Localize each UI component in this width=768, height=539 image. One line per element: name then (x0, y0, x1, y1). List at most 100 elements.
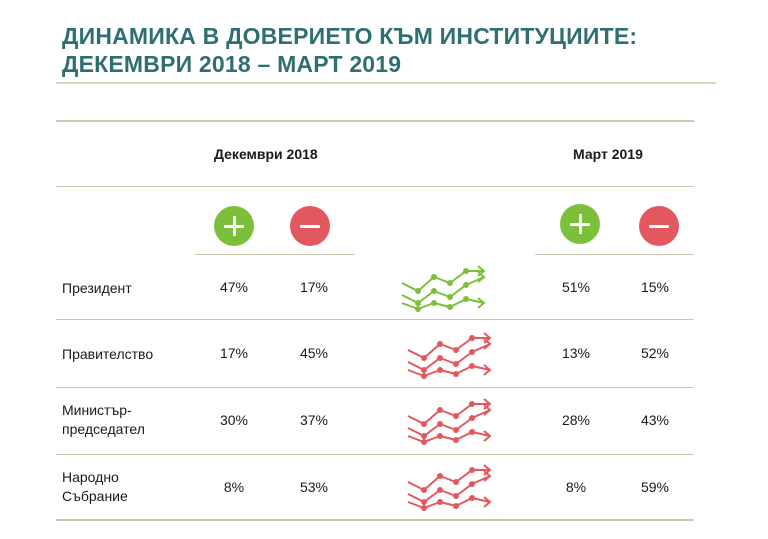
trend-point (453, 347, 459, 353)
trend-point (447, 304, 453, 310)
trend-point (421, 355, 427, 361)
minus-icon (290, 206, 330, 246)
trend-point (421, 439, 427, 445)
table-top-rule (56, 120, 694, 122)
value-dec-positive-government: 17% (219, 345, 249, 361)
trend-point (463, 296, 469, 302)
value-mar-negative-government: 52% (640, 345, 670, 361)
trend-point (447, 280, 453, 286)
table-bottom-rule (56, 519, 694, 521)
value-mar-positive-president: 51% (561, 279, 591, 295)
trend-point (421, 421, 427, 427)
trend-point (437, 499, 443, 505)
trend-point (469, 495, 475, 501)
value-dec-positive-prime-minister: 30% (219, 412, 249, 428)
trend-point (431, 274, 437, 280)
value-mar-positive-prime-minister: 28% (561, 412, 591, 428)
value-mar-negative-president: 15% (640, 279, 670, 295)
trend-line (407, 337, 490, 359)
trend-point (453, 427, 459, 433)
trend-point (447, 294, 453, 300)
trend-point (469, 481, 475, 487)
trend-point (469, 429, 475, 435)
trend-arrowhead (483, 364, 492, 376)
title-divider (56, 82, 716, 84)
trend-point (437, 341, 443, 347)
trend-point (463, 268, 469, 274)
trend-arrowhead (483, 430, 492, 442)
trend-point (437, 487, 443, 493)
trend-point (421, 499, 427, 505)
trend-point (469, 467, 475, 473)
value-dec-positive-president: 47% (219, 279, 249, 295)
value-mar-positive-parliament: 8% (565, 479, 587, 495)
plus-icon (560, 204, 600, 244)
trend-arrows-icon (407, 464, 492, 511)
trend-line (401, 270, 484, 292)
row-label-line-1: Народно (62, 469, 119, 485)
title-line-2: ДЕКЕМВРИ 2018 – МАРТ 2019 (62, 51, 402, 77)
icons-rule-left (195, 254, 355, 255)
trend-point (453, 503, 459, 509)
value-dec-negative-government: 45% (299, 345, 329, 361)
trend-arrowhead (483, 496, 492, 508)
icons-rule-right (535, 254, 694, 255)
trend-arrowhead (477, 297, 486, 309)
trend-point (469, 363, 475, 369)
header-rule (56, 186, 694, 187)
trend-arrows-icon (407, 398, 492, 445)
minus-icon (639, 206, 679, 246)
title-line-1: ДИНАМИКА В ДОВЕРИЕТО КЪМ ИНСТИТУЦИИТЕ: (62, 23, 638, 49)
trend-point (421, 367, 427, 373)
value-dec-negative-prime-minister: 37% (299, 412, 329, 428)
trend-point (453, 361, 459, 367)
trend-point (437, 433, 443, 439)
row-label-president: Президент (62, 280, 132, 296)
trend-point (421, 373, 427, 379)
trend-point (415, 306, 421, 312)
row-label-parliament: Народно Събрание (62, 468, 192, 506)
trend-point (469, 415, 475, 421)
trend-arrowhead (483, 470, 492, 482)
row-label-prime-minister: Министър- председател (62, 401, 192, 439)
trend-point (453, 371, 459, 377)
row-rule-1 (56, 319, 694, 320)
trend-point (453, 437, 459, 443)
row-rule-2 (56, 387, 694, 388)
trend-arrows-icon (407, 332, 492, 379)
trend-point (469, 401, 475, 407)
row-label-government: Правителство (62, 346, 154, 362)
page-title: ДИНАМИКА В ДОВЕРИЕТО КЪМ ИНСТИТУЦИИТЕ: Д… (62, 22, 637, 78)
trend-line (407, 469, 490, 491)
trend-point (469, 349, 475, 355)
trend-arrowhead (477, 271, 486, 283)
value-mar-positive-government: 13% (561, 345, 591, 361)
trend-point (463, 282, 469, 288)
trend-point (421, 487, 427, 493)
trend-point (421, 433, 427, 439)
value-mar-negative-parliament: 59% (640, 479, 670, 495)
value-dec-negative-parliament: 53% (299, 479, 329, 495)
trend-point (437, 355, 443, 361)
trend-point (437, 473, 443, 479)
trend-point (437, 407, 443, 413)
trend-point (415, 288, 421, 294)
trend-point (437, 421, 443, 427)
row-rule-3 (56, 454, 694, 455)
trend-point (453, 493, 459, 499)
value-dec-positive-parliament: 8% (223, 479, 245, 495)
trend-point (469, 335, 475, 341)
trend-line (407, 403, 490, 425)
trend-point (453, 413, 459, 419)
trend-point (431, 300, 437, 306)
trend-point (453, 479, 459, 485)
row-label-line-1: Министър- (62, 402, 132, 418)
trend-point (421, 505, 427, 511)
value-dec-negative-president: 17% (299, 279, 329, 295)
trend-arrowhead (483, 404, 492, 416)
plus-icon (214, 206, 254, 246)
value-mar-negative-prime-minister: 43% (640, 412, 670, 428)
row-label-line-2: Събрание (62, 488, 128, 504)
trend-point (437, 367, 443, 373)
trend-point (431, 288, 437, 294)
